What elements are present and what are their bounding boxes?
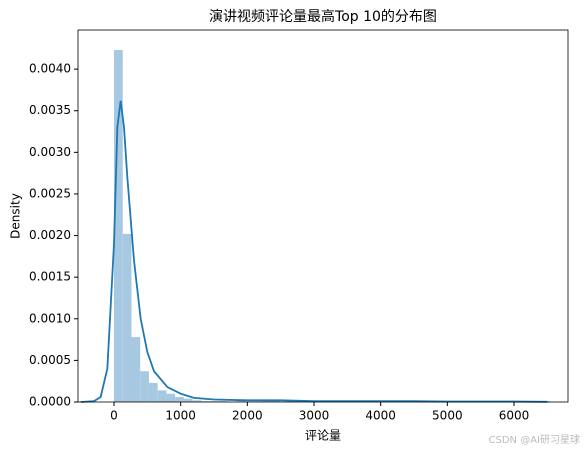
y-tick-label: 0.0010: [29, 311, 71, 325]
bar: [157, 390, 167, 402]
y-axis-label: Density: [9, 193, 23, 239]
x-tick-label: 0: [110, 409, 118, 423]
y-tick-label: 0.0005: [29, 353, 71, 367]
bar: [131, 337, 141, 402]
bar: [114, 49, 123, 403]
y-tick-label: 0.0040: [29, 62, 71, 76]
bar: [183, 398, 193, 402]
plot-frame: [77, 29, 569, 403]
x-tick-label: 1000: [165, 409, 196, 423]
y-tick-label: 0.0020: [29, 228, 71, 242]
bar: [140, 371, 149, 402]
y-tick-label: 0.0035: [29, 103, 71, 117]
bar: [166, 393, 176, 402]
y-tick-label: 0.0030: [29, 145, 71, 159]
bar: [236, 401, 245, 402]
x-tick-label: 2000: [232, 409, 263, 423]
y-tick-label: 0.0015: [29, 270, 71, 284]
x-tick-label: 3000: [299, 409, 330, 423]
bar: [262, 401, 272, 402]
bar: [148, 382, 158, 402]
bar: [192, 400, 202, 402]
bar: [271, 401, 280, 402]
x-axis-label: 评论量: [305, 429, 341, 443]
x-tick-label: 4000: [365, 409, 396, 423]
kde-line: [80, 100, 548, 403]
bar: [175, 397, 184, 402]
bar: [218, 401, 228, 402]
chart-title: 演讲视频评论量最高Top 10的分布图: [209, 8, 437, 25]
y-tick-label: 0.0025: [29, 186, 71, 200]
x-tick-label: 5000: [432, 409, 463, 423]
y-tick-label: 0.0000: [29, 395, 71, 409]
x-tick-label: 6000: [499, 409, 530, 423]
watermark: CSDN @AI研习星球: [489, 433, 580, 446]
bar: [201, 401, 211, 402]
bar: [210, 401, 219, 402]
bar: [122, 233, 132, 402]
